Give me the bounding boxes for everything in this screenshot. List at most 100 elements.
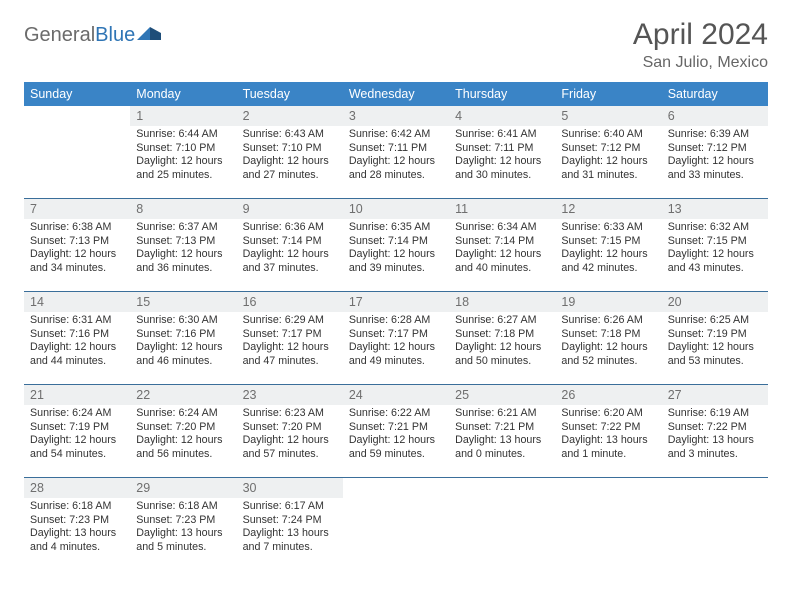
daylight-text: Daylight: 12 hours and 57 minutes. bbox=[243, 434, 337, 461]
sunrise-text: Sunrise: 6:19 AM bbox=[668, 407, 762, 421]
calendar-cell: 17Sunrise: 6:28 AMSunset: 7:17 PMDayligh… bbox=[343, 292, 449, 385]
day-number: 20 bbox=[662, 292, 768, 312]
sunrise-text: Sunrise: 6:20 AM bbox=[561, 407, 655, 421]
sunrise-text: Sunrise: 6:36 AM bbox=[243, 221, 337, 235]
calendar-cell: 18Sunrise: 6:27 AMSunset: 7:18 PMDayligh… bbox=[449, 292, 555, 385]
day-number: 9 bbox=[237, 199, 343, 219]
calendar-cell: 6Sunrise: 6:39 AMSunset: 7:12 PMDaylight… bbox=[662, 106, 768, 199]
day-number: 16 bbox=[237, 292, 343, 312]
calendar-cell: 11Sunrise: 6:34 AMSunset: 7:14 PMDayligh… bbox=[449, 199, 555, 292]
brand-part2: Blue bbox=[95, 24, 135, 46]
day-number: 14 bbox=[24, 292, 130, 312]
calendar-row: 28Sunrise: 6:18 AMSunset: 7:23 PMDayligh… bbox=[24, 478, 768, 571]
calendar-cell: 27Sunrise: 6:19 AMSunset: 7:22 PMDayligh… bbox=[662, 385, 768, 478]
sunrise-text: Sunrise: 6:32 AM bbox=[668, 221, 762, 235]
sunset-text: Sunset: 7:15 PM bbox=[668, 235, 762, 249]
daylight-text: Daylight: 12 hours and 59 minutes. bbox=[349, 434, 443, 461]
calendar-cell bbox=[555, 478, 661, 571]
calendar-page: GeneralBlue April 2024 San Julio, Mexico… bbox=[0, 0, 792, 588]
day-number: 27 bbox=[662, 385, 768, 405]
calendar-cell: 10Sunrise: 6:35 AMSunset: 7:14 PMDayligh… bbox=[343, 199, 449, 292]
sunrise-text: Sunrise: 6:31 AM bbox=[30, 314, 124, 328]
day-number: 29 bbox=[130, 478, 236, 498]
calendar-cell: 5Sunrise: 6:40 AMSunset: 7:12 PMDaylight… bbox=[555, 106, 661, 199]
day-details: Sunrise: 6:40 AMSunset: 7:12 PMDaylight:… bbox=[555, 128, 661, 183]
sunset-text: Sunset: 7:22 PM bbox=[561, 421, 655, 435]
daylight-text: Daylight: 13 hours and 7 minutes. bbox=[243, 527, 337, 554]
sunrise-text: Sunrise: 6:37 AM bbox=[136, 221, 230, 235]
month-title: April 2024 bbox=[633, 18, 768, 52]
location-label: San Julio, Mexico bbox=[633, 54, 768, 72]
daylight-text: Daylight: 12 hours and 43 minutes. bbox=[668, 248, 762, 275]
day-details: Sunrise: 6:30 AMSunset: 7:16 PMDaylight:… bbox=[130, 314, 236, 369]
sunset-text: Sunset: 7:19 PM bbox=[668, 328, 762, 342]
weekday-heading: Thursday bbox=[449, 82, 555, 106]
sunrise-text: Sunrise: 6:21 AM bbox=[455, 407, 549, 421]
day-details: Sunrise: 6:34 AMSunset: 7:14 PMDaylight:… bbox=[449, 221, 555, 276]
sunrise-text: Sunrise: 6:39 AM bbox=[668, 128, 762, 142]
sunrise-text: Sunrise: 6:40 AM bbox=[561, 128, 655, 142]
day-details: Sunrise: 6:36 AMSunset: 7:14 PMDaylight:… bbox=[237, 221, 343, 276]
day-number: 15 bbox=[130, 292, 236, 312]
day-details: Sunrise: 6:27 AMSunset: 7:18 PMDaylight:… bbox=[449, 314, 555, 369]
calendar-cell bbox=[24, 106, 130, 199]
sunset-text: Sunset: 7:14 PM bbox=[349, 235, 443, 249]
calendar-cell: 1Sunrise: 6:44 AMSunset: 7:10 PMDaylight… bbox=[130, 106, 236, 199]
calendar-row: 1Sunrise: 6:44 AMSunset: 7:10 PMDaylight… bbox=[24, 106, 768, 199]
daylight-text: Daylight: 12 hours and 39 minutes. bbox=[349, 248, 443, 275]
calendar-table: Sunday Monday Tuesday Wednesday Thursday… bbox=[24, 82, 768, 570]
sunrise-text: Sunrise: 6:25 AM bbox=[668, 314, 762, 328]
day-details: Sunrise: 6:38 AMSunset: 7:13 PMDaylight:… bbox=[24, 221, 130, 276]
sunrise-text: Sunrise: 6:23 AM bbox=[243, 407, 337, 421]
daylight-text: Daylight: 12 hours and 37 minutes. bbox=[243, 248, 337, 275]
day-number: 25 bbox=[449, 385, 555, 405]
sunset-text: Sunset: 7:23 PM bbox=[136, 514, 230, 528]
daylight-text: Daylight: 12 hours and 28 minutes. bbox=[349, 155, 443, 182]
day-details: Sunrise: 6:18 AMSunset: 7:23 PMDaylight:… bbox=[130, 500, 236, 555]
calendar-cell: 7Sunrise: 6:38 AMSunset: 7:13 PMDaylight… bbox=[24, 199, 130, 292]
calendar-cell: 2Sunrise: 6:43 AMSunset: 7:10 PMDaylight… bbox=[237, 106, 343, 199]
daylight-text: Daylight: 12 hours and 42 minutes. bbox=[561, 248, 655, 275]
sunset-text: Sunset: 7:24 PM bbox=[243, 514, 337, 528]
weekday-heading: Monday bbox=[130, 82, 236, 106]
sunset-text: Sunset: 7:18 PM bbox=[455, 328, 549, 342]
day-details: Sunrise: 6:24 AMSunset: 7:20 PMDaylight:… bbox=[130, 407, 236, 462]
daylight-text: Daylight: 12 hours and 27 minutes. bbox=[243, 155, 337, 182]
sunset-text: Sunset: 7:16 PM bbox=[30, 328, 124, 342]
calendar-cell: 3Sunrise: 6:42 AMSunset: 7:11 PMDaylight… bbox=[343, 106, 449, 199]
day-details: Sunrise: 6:42 AMSunset: 7:11 PMDaylight:… bbox=[343, 128, 449, 183]
daylight-text: Daylight: 12 hours and 50 minutes. bbox=[455, 341, 549, 368]
calendar-cell bbox=[343, 478, 449, 571]
sunrise-text: Sunrise: 6:35 AM bbox=[349, 221, 443, 235]
day-number: 22 bbox=[130, 385, 236, 405]
sunrise-text: Sunrise: 6:18 AM bbox=[136, 500, 230, 514]
calendar-cell: 14Sunrise: 6:31 AMSunset: 7:16 PMDayligh… bbox=[24, 292, 130, 385]
calendar-cell: 19Sunrise: 6:26 AMSunset: 7:18 PMDayligh… bbox=[555, 292, 661, 385]
sunrise-text: Sunrise: 6:28 AM bbox=[349, 314, 443, 328]
header: GeneralBlue April 2024 San Julio, Mexico bbox=[24, 18, 768, 72]
day-details: Sunrise: 6:44 AMSunset: 7:10 PMDaylight:… bbox=[130, 128, 236, 183]
day-number: 8 bbox=[130, 199, 236, 219]
sunrise-text: Sunrise: 6:30 AM bbox=[136, 314, 230, 328]
sunrise-text: Sunrise: 6:43 AM bbox=[243, 128, 337, 142]
day-number: 26 bbox=[555, 385, 661, 405]
daylight-text: Daylight: 13 hours and 4 minutes. bbox=[30, 527, 124, 554]
sunset-text: Sunset: 7:20 PM bbox=[243, 421, 337, 435]
daylight-text: Daylight: 12 hours and 31 minutes. bbox=[561, 155, 655, 182]
sunrise-text: Sunrise: 6:18 AM bbox=[30, 500, 124, 514]
calendar-cell: 12Sunrise: 6:33 AMSunset: 7:15 PMDayligh… bbox=[555, 199, 661, 292]
calendar-cell: 24Sunrise: 6:22 AMSunset: 7:21 PMDayligh… bbox=[343, 385, 449, 478]
calendar-cell bbox=[449, 478, 555, 571]
sunset-text: Sunset: 7:23 PM bbox=[30, 514, 124, 528]
sunset-text: Sunset: 7:19 PM bbox=[30, 421, 124, 435]
weekday-heading: Sunday bbox=[24, 82, 130, 106]
day-number: 10 bbox=[343, 199, 449, 219]
day-details: Sunrise: 6:26 AMSunset: 7:18 PMDaylight:… bbox=[555, 314, 661, 369]
day-details: Sunrise: 6:35 AMSunset: 7:14 PMDaylight:… bbox=[343, 221, 449, 276]
sunrise-text: Sunrise: 6:17 AM bbox=[243, 500, 337, 514]
day-number: 3 bbox=[343, 106, 449, 126]
day-number: 12 bbox=[555, 199, 661, 219]
day-details: Sunrise: 6:29 AMSunset: 7:17 PMDaylight:… bbox=[237, 314, 343, 369]
sunset-text: Sunset: 7:11 PM bbox=[455, 142, 549, 156]
calendar-cell: 29Sunrise: 6:18 AMSunset: 7:23 PMDayligh… bbox=[130, 478, 236, 571]
